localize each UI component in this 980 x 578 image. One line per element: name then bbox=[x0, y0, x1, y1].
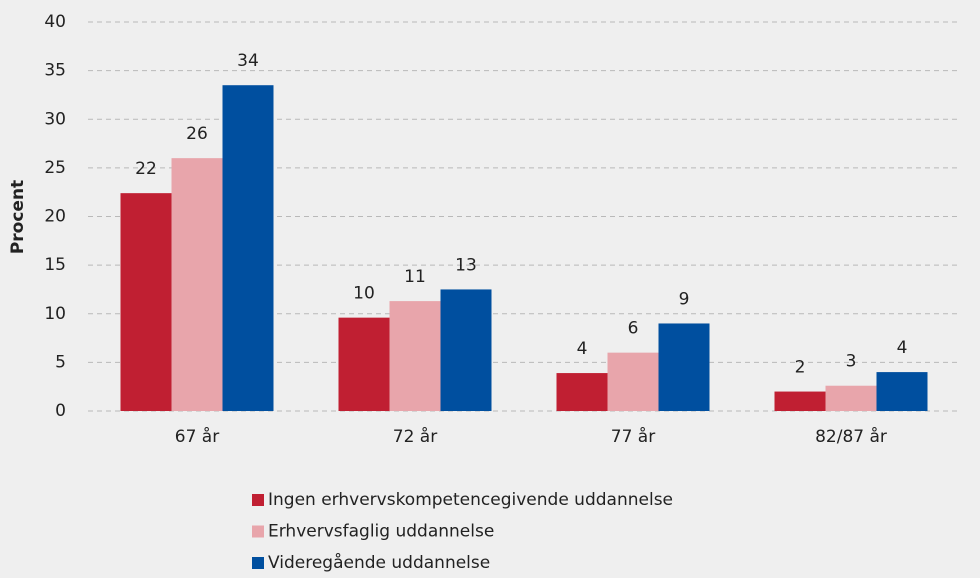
y-tick-label: 15 bbox=[44, 255, 66, 275]
bar bbox=[556, 373, 608, 411]
y-tick-label: 10 bbox=[44, 304, 66, 324]
y-tick-label: 20 bbox=[44, 207, 66, 227]
legend-swatch bbox=[252, 525, 264, 538]
legend-label: Ingen erhvervskompetencegivende uddannel… bbox=[268, 490, 673, 510]
bar bbox=[389, 301, 441, 411]
bar bbox=[440, 289, 492, 411]
x-tick-label: 72 år bbox=[393, 426, 437, 447]
y-tick-label: 25 bbox=[44, 158, 66, 178]
bar bbox=[120, 193, 172, 411]
data-label: 11 bbox=[404, 267, 426, 287]
legend-swatch bbox=[252, 494, 264, 506]
bar bbox=[222, 85, 274, 412]
bar bbox=[774, 391, 826, 411]
bar bbox=[171, 158, 223, 411]
x-tick-label: 67 år bbox=[175, 426, 219, 447]
bar bbox=[658, 323, 710, 411]
data-label: 4 bbox=[577, 339, 588, 359]
data-label: 10 bbox=[353, 284, 375, 304]
legend-label: Videregående uddannelse bbox=[268, 552, 490, 573]
data-label: 3 bbox=[846, 352, 857, 372]
y-tick-label: 5 bbox=[55, 352, 66, 372]
bar bbox=[825, 385, 877, 411]
data-label: 22 bbox=[135, 159, 157, 179]
bar bbox=[338, 317, 390, 411]
y-tick-label: 35 bbox=[44, 61, 66, 81]
y-axis-title: Procent bbox=[8, 180, 28, 254]
x-tick-label: 77 år bbox=[611, 426, 655, 447]
y-tick-label: 30 bbox=[44, 109, 66, 129]
data-label: 34 bbox=[237, 51, 259, 71]
data-label: 26 bbox=[186, 124, 208, 144]
data-label: 9 bbox=[679, 289, 690, 309]
y-tick-label: 40 bbox=[44, 12, 66, 32]
legend-swatch bbox=[252, 557, 264, 569]
bar bbox=[607, 352, 659, 411]
data-label: 4 bbox=[897, 338, 908, 358]
bar bbox=[876, 372, 928, 411]
data-label: 13 bbox=[455, 255, 477, 275]
data-label: 2 bbox=[795, 358, 806, 378]
y-tick-label: 0 bbox=[55, 401, 66, 421]
x-tick-label: 82/87 år bbox=[815, 426, 887, 447]
legend-label: Erhvervsfaglig uddannelse bbox=[268, 522, 494, 542]
data-label: 6 bbox=[628, 319, 639, 339]
